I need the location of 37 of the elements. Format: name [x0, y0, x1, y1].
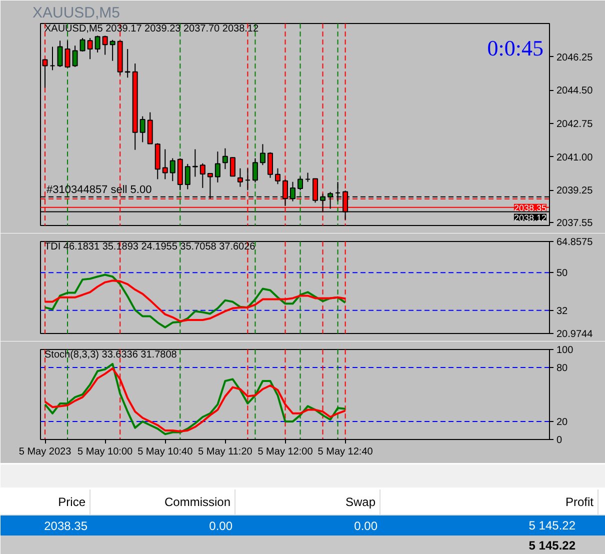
y-tick-label: 2037.55	[556, 218, 594, 230]
y-tick-label: 100	[556, 345, 574, 356]
text: 0.00	[354, 519, 378, 533]
ref-line-label: #310344857 sell 5.00	[46, 184, 152, 196]
annotation: 0:0:45	[487, 36, 544, 60]
x-tick-label: 5 May 12:00	[258, 446, 314, 458]
text: 2038.35	[44, 519, 88, 533]
chart-title: TDI 46.1831 35.1893 24.1955 35.7058 37.6026	[44, 242, 256, 252]
category-label: Swap	[345, 495, 376, 509]
chart-title: XAUUSD,M5	[32, 4, 120, 22]
y-tick-label: 2039.25	[556, 186, 594, 197]
category-label: Profit	[565, 495, 594, 509]
x-tick-label: 5 May 11:20	[198, 446, 253, 458]
text: 0.00	[209, 519, 233, 533]
x-tick-label: 5 May 10:00	[78, 446, 134, 458]
x-tick-label: 5 May 2023	[18, 446, 72, 458]
y-tick-label: 50	[556, 268, 568, 280]
y-tick-label: 32	[556, 306, 568, 317]
y-tick-label: 2041.00	[556, 152, 594, 164]
category-label: Commission	[164, 495, 231, 509]
y-tick-label: 2044.50	[556, 86, 594, 97]
ref-line-label: 2038.35	[514, 202, 547, 213]
chart-subtitle: XAUUSD,M5 2039.17 2039.23 2037.70 2038.12	[44, 24, 259, 34]
y-tick-label: 2046.25	[556, 52, 594, 64]
text: 5 145.22	[528, 518, 576, 532]
text: 5 145.22	[528, 538, 576, 552]
y-tick-label: 20.9744	[556, 329, 594, 340]
chart-title: Stoch(8,3,3) 33.6336 31.7808	[44, 350, 178, 360]
y-tick-label: 2042.75	[556, 119, 594, 130]
ref-line-label: 2038.12	[514, 212, 547, 223]
y-tick-label: 20	[556, 417, 568, 428]
category-label: Price	[58, 495, 86, 509]
y-tick-label: 0	[556, 435, 562, 446]
x-tick-label: 5 May 12:40	[318, 446, 374, 458]
x-tick-label: 5 May 10:40	[138, 446, 194, 458]
y-tick-label: 80	[556, 363, 568, 374]
y-tick-label: 64.8575	[556, 237, 594, 248]
